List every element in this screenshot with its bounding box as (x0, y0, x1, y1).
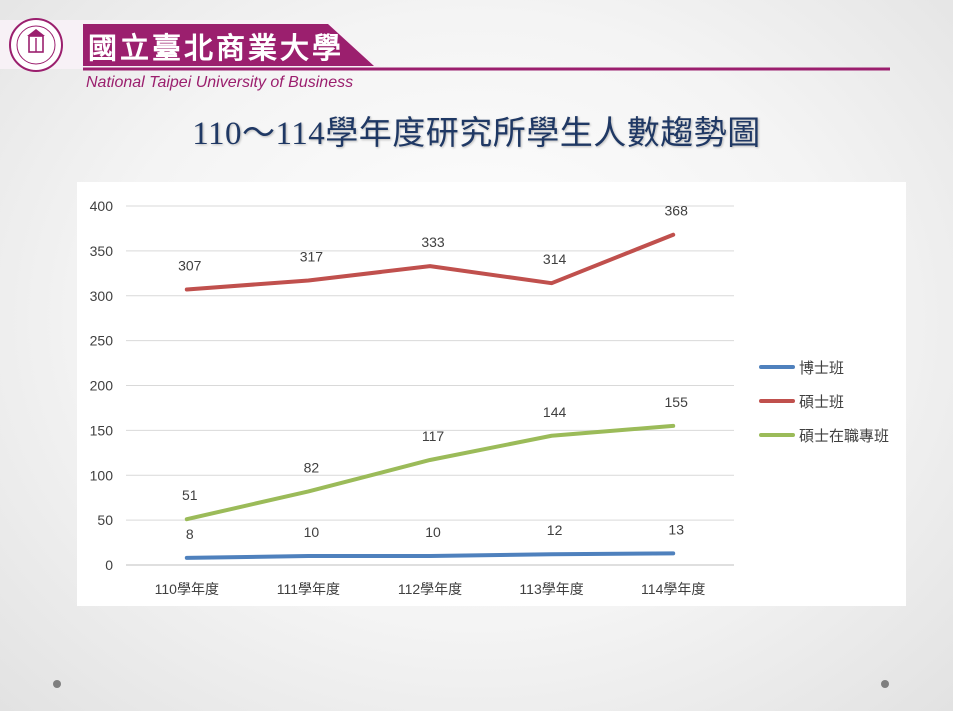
y-tick-label: 350 (90, 243, 114, 259)
prev-slide-dot[interactable] (53, 680, 61, 688)
data-labels: 8 10 10 12 13 307 317 333 314 368 51 82 117 144 155 (178, 203, 688, 542)
data-label: 317 (300, 248, 324, 264)
y-tick-label: 150 (90, 422, 114, 438)
y-tick-label: 250 (90, 333, 114, 349)
chart-panel: 0 50 100 150 200 250 300 350 400 110學年度 111學年度 112… (77, 182, 906, 606)
data-label: 13 (668, 521, 684, 537)
x-tick-label: 110學年度 (155, 581, 219, 597)
gridlines (126, 205, 734, 566)
data-label: 314 (543, 251, 567, 267)
data-label: 10 (304, 524, 320, 540)
header-banner: 國立臺北商業大學 National Taipei University of B… (0, 0, 953, 95)
data-label: 117 (422, 428, 445, 444)
data-label: 333 (421, 234, 445, 250)
y-tick-label: 50 (97, 512, 113, 528)
series-line (184, 232, 676, 292)
legend-label: 博士班 (799, 360, 844, 377)
data-label: 144 (543, 404, 567, 420)
slide-title: 110～114學年度研究所學生人數趨勢圖 (192, 116, 761, 152)
y-tick-label: 400 (90, 198, 114, 214)
x-tick-label: 114學年度 (641, 581, 705, 597)
data-label: 12 (547, 522, 563, 538)
legend-label: 碩士在職專班 (799, 428, 889, 445)
y-axis-ticks: 0 50 100 150 200 250 300 350 400 (90, 198, 114, 573)
y-tick-label: 300 (90, 288, 114, 304)
next-slide-dot[interactable] (881, 680, 889, 688)
data-label: 51 (182, 487, 198, 503)
data-label: 155 (665, 394, 689, 410)
data-label: 368 (665, 203, 689, 219)
header-graphic: 國立臺北商業大學 National Taipei University of B… (0, 18, 890, 91)
data-label: 8 (186, 526, 194, 542)
series-line (184, 423, 676, 522)
x-tick-label: 111學年度 (277, 581, 340, 597)
x-axis-ticks: 110學年度 111學年度 112學年度 113學年度 114學年度 (155, 581, 706, 597)
y-tick-label: 100 (90, 467, 114, 483)
y-tick-label: 200 (90, 378, 114, 394)
series-lines (184, 232, 676, 560)
logo-english-name: National Taipei University of Business (86, 74, 353, 91)
data-label: 82 (304, 459, 320, 475)
legend-label: 碩士班 (799, 394, 844, 411)
data-label: 307 (178, 257, 202, 273)
data-label: 10 (425, 524, 441, 540)
university-seal-icon (9, 18, 63, 72)
logo-chinese-name: 國立臺北商業大學 (88, 31, 344, 65)
y-tick-label: 0 (105, 557, 113, 573)
x-tick-label: 113學年度 (519, 581, 583, 597)
x-tick-label: 112學年度 (398, 581, 462, 597)
banner-magenta (83, 24, 374, 66)
series-line (184, 551, 676, 560)
line-chart: 0 50 100 150 200 250 300 350 400 110學年度 111學年度 112… (90, 198, 889, 597)
